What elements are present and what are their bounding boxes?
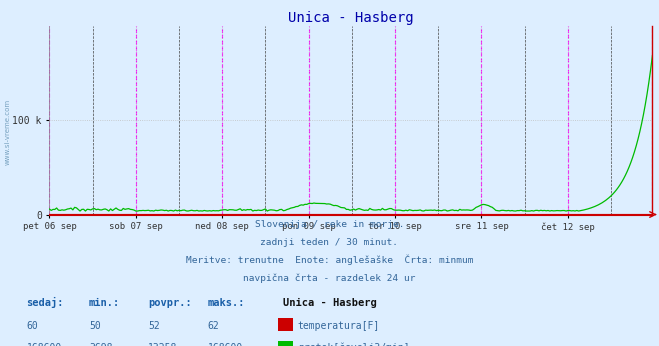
Text: 3698: 3698 (89, 343, 113, 346)
Text: 168600: 168600 (26, 343, 61, 346)
Text: povpr.:: povpr.: (148, 298, 192, 308)
Text: 52: 52 (148, 321, 160, 331)
Text: Meritve: trenutne  Enote: anglešaške  Črta: minmum: Meritve: trenutne Enote: anglešaške Črta… (186, 254, 473, 265)
Text: zadnji teden / 30 minut.: zadnji teden / 30 minut. (260, 238, 399, 247)
Text: 13258: 13258 (148, 343, 178, 346)
Text: Unica - Hasberg: Unica - Hasberg (283, 298, 377, 308)
Text: navpična črta - razdelek 24 ur: navpična črta - razdelek 24 ur (243, 273, 416, 283)
Text: temperatura[F]: temperatura[F] (298, 321, 380, 331)
Text: sedaj:: sedaj: (26, 297, 64, 308)
Text: 60: 60 (26, 321, 38, 331)
Text: www.si-vreme.com: www.si-vreme.com (5, 98, 11, 165)
Text: pretok[čevelj3/min]: pretok[čevelj3/min] (298, 343, 409, 346)
Text: 50: 50 (89, 321, 101, 331)
Text: 168600: 168600 (208, 343, 243, 346)
Text: min.:: min.: (89, 298, 120, 308)
Text: 62: 62 (208, 321, 219, 331)
Title: Unica - Hasberg: Unica - Hasberg (288, 11, 414, 25)
Text: maks.:: maks.: (208, 298, 245, 308)
Text: Slovenija / reke in morje.: Slovenija / reke in morje. (255, 220, 404, 229)
